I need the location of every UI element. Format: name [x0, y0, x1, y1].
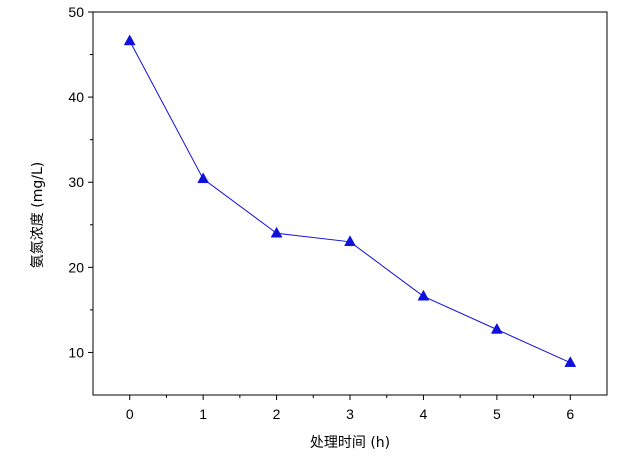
- x-tick-label: 3: [346, 406, 354, 422]
- series-layer: [123, 34, 577, 367]
- x-tick-label: 1: [199, 406, 207, 422]
- x-tick-label: 4: [420, 406, 428, 422]
- y-axis-title: 氨氮浓度 (mg/L): [30, 162, 46, 268]
- data-point-marker: [123, 34, 136, 46]
- x-axis-ticks: 0 1 2 3 4 5 6: [126, 395, 574, 422]
- data-point-marker: [490, 322, 503, 334]
- y-axis-ticks: 10 20 30 40 50: [68, 4, 93, 360]
- x-tick-label: 2: [273, 406, 281, 422]
- data-point-marker: [197, 172, 210, 184]
- data-point-marker: [270, 226, 283, 238]
- y-tick-label: 50: [68, 4, 84, 20]
- y-tick-label: 40: [68, 89, 84, 105]
- y-tick-label: 30: [68, 174, 84, 190]
- data-point-marker: [564, 356, 577, 367]
- y-tick-label: 10: [68, 344, 84, 360]
- data-point-marker: [344, 235, 356, 247]
- series-line: [129, 40, 571, 364]
- x-tick-label: 0: [126, 406, 134, 422]
- data-point-marker: [417, 289, 430, 301]
- x-axis-title: 处理时间 (h): [310, 435, 390, 451]
- x-tick-label: 6: [566, 406, 574, 422]
- y-tick-label: 20: [68, 259, 84, 275]
- plot-frame: [92, 11, 608, 396]
- x-tick-label: 5: [493, 406, 501, 422]
